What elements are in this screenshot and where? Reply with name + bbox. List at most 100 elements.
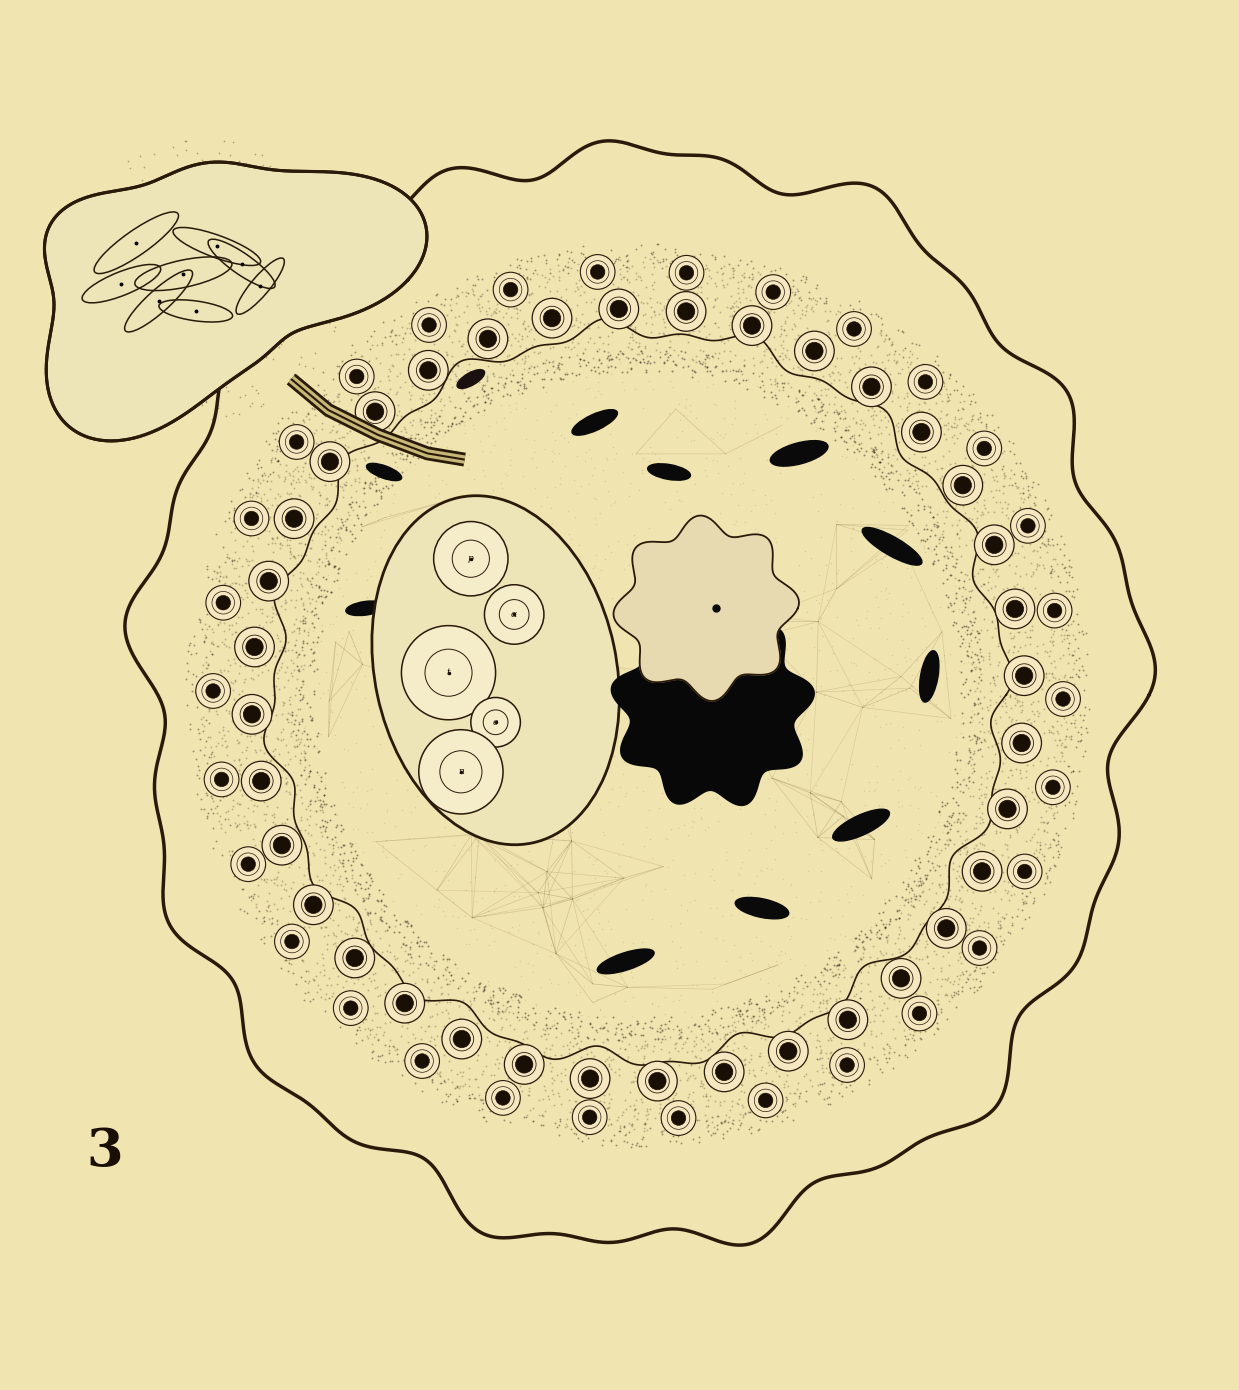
Point xyxy=(234,901,254,923)
Point xyxy=(431,388,451,410)
Point xyxy=(824,393,844,416)
Point xyxy=(812,391,831,413)
Point xyxy=(857,1013,877,1036)
Point xyxy=(195,631,214,653)
Point xyxy=(761,691,781,713)
Point xyxy=(545,477,565,499)
Point xyxy=(555,1005,575,1027)
Point xyxy=(445,318,465,341)
Point xyxy=(740,1062,760,1084)
Point xyxy=(441,288,461,310)
Point xyxy=(618,346,638,368)
Point xyxy=(1005,471,1025,493)
Point xyxy=(960,442,980,464)
Point xyxy=(553,791,572,813)
Ellipse shape xyxy=(506,549,548,569)
Point xyxy=(290,752,310,774)
Point xyxy=(203,837,223,859)
Point xyxy=(268,913,287,935)
Point xyxy=(274,619,294,641)
Point xyxy=(903,917,923,940)
Point xyxy=(637,275,657,297)
Point xyxy=(964,837,984,859)
Point xyxy=(248,720,268,742)
Point xyxy=(254,393,274,416)
Point xyxy=(606,1022,626,1044)
Point xyxy=(984,468,1004,491)
Point xyxy=(903,991,923,1013)
Point xyxy=(850,1055,870,1077)
Point xyxy=(1015,546,1035,569)
Point xyxy=(912,607,932,630)
Point xyxy=(764,338,784,360)
Point xyxy=(937,792,957,815)
Point xyxy=(945,742,965,764)
Point xyxy=(413,384,432,406)
Point xyxy=(559,247,579,270)
Point xyxy=(300,634,320,656)
Point xyxy=(326,499,346,521)
Point xyxy=(482,785,502,808)
Point xyxy=(410,952,430,974)
Point xyxy=(300,970,320,992)
Point xyxy=(878,463,898,485)
Point xyxy=(383,979,403,1001)
Point xyxy=(445,1076,465,1098)
Point xyxy=(764,1049,784,1072)
Point xyxy=(369,395,389,417)
Point xyxy=(958,878,978,901)
Point xyxy=(292,873,312,895)
Point xyxy=(450,974,470,997)
Point xyxy=(975,785,995,808)
Point xyxy=(493,983,513,1005)
Point xyxy=(228,701,248,723)
Point xyxy=(255,509,275,531)
Point xyxy=(1021,738,1041,760)
Point xyxy=(813,983,833,1005)
Point xyxy=(1041,626,1061,648)
Point xyxy=(854,445,873,467)
Point xyxy=(970,915,990,937)
Point xyxy=(826,992,846,1015)
Point xyxy=(304,967,323,990)
Point xyxy=(385,332,405,354)
Point xyxy=(961,410,981,432)
Point xyxy=(895,496,914,518)
Point xyxy=(628,1066,648,1088)
Point xyxy=(546,1012,566,1034)
Point xyxy=(919,502,939,524)
Point xyxy=(218,660,238,682)
Point xyxy=(813,352,833,374)
Point xyxy=(387,459,406,481)
Point xyxy=(462,788,482,810)
Point xyxy=(442,360,462,382)
Point xyxy=(442,1031,462,1054)
Point xyxy=(658,265,678,288)
Point xyxy=(191,392,211,414)
Point xyxy=(584,1045,603,1068)
Point xyxy=(380,360,400,382)
Point xyxy=(514,352,534,374)
Point xyxy=(147,385,167,407)
Point xyxy=(331,931,351,954)
Point xyxy=(1018,484,1038,506)
Point xyxy=(202,409,222,431)
Point xyxy=(665,746,685,769)
Point xyxy=(392,420,411,442)
Point xyxy=(767,373,787,395)
Point xyxy=(337,421,357,443)
Point xyxy=(866,1024,886,1047)
Point xyxy=(214,573,234,595)
Point xyxy=(465,988,484,1011)
Point xyxy=(689,268,709,291)
Point xyxy=(995,691,1015,713)
Point xyxy=(632,1091,652,1113)
Point xyxy=(880,908,900,930)
Point xyxy=(913,391,933,413)
Point xyxy=(943,802,963,824)
Point xyxy=(949,826,969,848)
Point xyxy=(650,1015,670,1037)
Point xyxy=(695,1104,715,1126)
Point xyxy=(1023,492,1043,514)
Point xyxy=(979,720,999,742)
